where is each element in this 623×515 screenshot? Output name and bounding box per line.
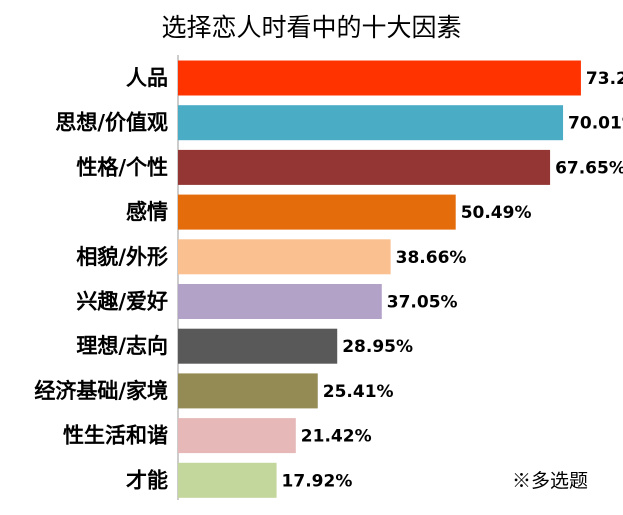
category-label: 理想/志向 <box>76 334 168 358</box>
bar <box>178 373 318 409</box>
value-label: 25.41% <box>323 382 394 402</box>
bars-layer: 人品 73.26% 思想/价值观 70.01% 性格/个性 67.65% 感情 50.49% 相… <box>34 60 623 498</box>
chart-title: 选择恋人时看中的十大因素 <box>161 13 462 42</box>
category-label: 性格/个性 <box>76 155 168 179</box>
bar <box>178 462 277 498</box>
value-label: 38.66% <box>396 248 467 268</box>
bar <box>178 60 581 96</box>
category-label: 才能 <box>126 468 168 492</box>
bar <box>178 284 382 319</box>
value-label: 70.01% <box>568 114 623 134</box>
bar <box>178 328 338 364</box>
value-label: 17.92% <box>282 471 353 491</box>
category-label: 相貌/外形 <box>76 245 168 269</box>
value-label: 67.65% <box>555 158 623 178</box>
category-label: 感情 <box>126 200 168 224</box>
value-label: 21.42% <box>301 427 372 447</box>
bar <box>178 239 391 275</box>
category-label: 经济基础/家境 <box>34 379 168 403</box>
value-label: 50.49% <box>461 203 532 223</box>
category-label: 兴趣/爱好 <box>76 290 168 314</box>
bar <box>178 194 456 230</box>
bar <box>178 105 564 141</box>
bar <box>178 418 296 454</box>
category-label: 思想/价值观 <box>55 111 168 135</box>
bar <box>178 149 551 185</box>
value-label: 37.05% <box>387 293 458 313</box>
multi-select-note: ※多选题 <box>512 470 589 492</box>
value-label: 28.95% <box>342 337 413 357</box>
category-label: 人品 <box>126 66 168 90</box>
category-label: 性生活和谐 <box>63 424 168 448</box>
value-label: 73.26% <box>586 69 623 89</box>
